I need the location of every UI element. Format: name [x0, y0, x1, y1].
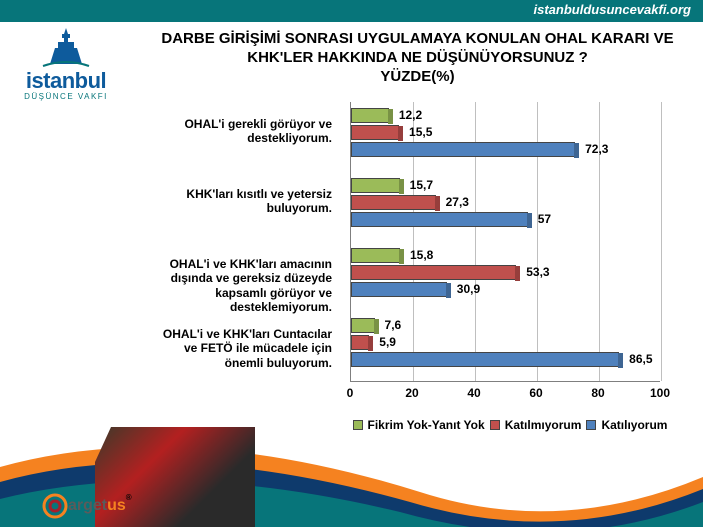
value-label: 30,9: [457, 282, 480, 296]
category-label: OHAL'i gerekli görüyor ve destekliyorum.: [150, 117, 340, 146]
value-label: 12,2: [399, 108, 422, 122]
logo-title: istanbul: [18, 68, 114, 94]
bar-end: [398, 126, 403, 141]
bar-end: [368, 336, 373, 351]
legend-swatch: [353, 420, 363, 430]
value-label: 57: [538, 212, 551, 226]
legend-swatch: [586, 420, 596, 430]
value-label: 15,5: [409, 125, 432, 139]
bar-end: [388, 109, 393, 124]
bar-end: [435, 196, 440, 211]
value-label: 72,3: [585, 142, 608, 156]
bar-end: [399, 249, 404, 264]
legend-label: Katılıyorum: [601, 418, 667, 432]
value-label: 53,3: [526, 265, 549, 279]
plot-area: 12,2 15,5 72,3 15,7 27,3 57 15,8 53,3 30,9 7,6 5,9…: [350, 102, 660, 382]
chart: 12,2 15,5 72,3 15,7 27,3 57 15,8 53,3 30,9 7,6 5,9…: [150, 102, 680, 432]
x-tick: 100: [650, 386, 670, 400]
x-tick: 20: [405, 386, 418, 400]
x-tick: 80: [591, 386, 604, 400]
value-label: 15,8: [410, 248, 433, 262]
legend-item-fikrim_yok: Fikrim Yok-Yanıt Yok: [353, 418, 485, 432]
legend-swatch: [490, 420, 500, 430]
bar-katiliyorum: [351, 352, 619, 367]
tower-icon: [39, 26, 93, 68]
argetus-tm: ®: [126, 493, 132, 502]
gridline: [661, 102, 662, 381]
bar-fikrim_yok: [351, 178, 400, 193]
bar-katiliyorum: [351, 212, 528, 227]
value-label: 15,7: [410, 178, 433, 192]
site-url: istanbuldusuncevakfi.org: [534, 2, 691, 17]
bar-fikrim_yok: [351, 318, 375, 333]
bar-katilmiyorum: [351, 335, 369, 350]
legend-label: Fikrim Yok-Yanıt Yok: [368, 418, 485, 432]
argetus-logo: argetus®: [42, 493, 132, 519]
bar-end: [446, 283, 451, 298]
x-tick: 0: [347, 386, 354, 400]
bar-katiliyorum: [351, 282, 447, 297]
value-label: 86,5: [629, 352, 652, 366]
bar-end: [399, 179, 404, 194]
bar-end: [374, 319, 379, 334]
legend: Fikrim Yok-Yanıt Yok Katılmıyorum Katılıyo…: [350, 418, 670, 432]
bar-end: [515, 266, 520, 281]
bar-katilmiyorum: [351, 265, 516, 280]
bar-katilmiyorum: [351, 195, 436, 210]
x-tick: 40: [467, 386, 480, 400]
bar-fikrim_yok: [351, 248, 400, 263]
bar-end: [527, 213, 532, 228]
value-label: 27,3: [446, 195, 469, 209]
bar-fikrim_yok: [351, 108, 389, 123]
argetus-ring-icon: [42, 493, 68, 519]
x-tick: 60: [529, 386, 542, 400]
category-label: OHAL'i ve KHK'ları Cuntacılar ve FETÖ il…: [150, 327, 340, 370]
argetus-text: argetus: [68, 497, 126, 514]
bar-katilmiyorum: [351, 125, 399, 140]
category-label: OHAL'i ve KHK'ları amacının dışında ve g…: [150, 257, 340, 315]
category-label: KHK'ları kısıtlı ve yetersiz buluyorum.: [150, 187, 340, 216]
legend-item-katilmiyorum: Katılmıyorum: [490, 418, 582, 432]
logo: istanbul DÜŞÜNCE VAKFI: [18, 26, 114, 101]
legend-item-katiliyorum: Katılıyorum: [586, 418, 667, 432]
value-label: 7,6: [385, 318, 402, 332]
value-label: 5,9: [379, 335, 396, 349]
logo-subtitle: DÜŞÜNCE VAKFI: [18, 92, 114, 101]
header-stripe: istanbuldusuncevakfi.org: [0, 0, 703, 22]
bar-end: [574, 143, 579, 158]
bar-katiliyorum: [351, 142, 575, 157]
bar-end: [618, 353, 623, 368]
chart-title: DARBE GİRİŞİMİ SONRASI UYGULAMAYA KONULA…: [150, 30, 685, 86]
legend-label: Katılmıyorum: [505, 418, 582, 432]
